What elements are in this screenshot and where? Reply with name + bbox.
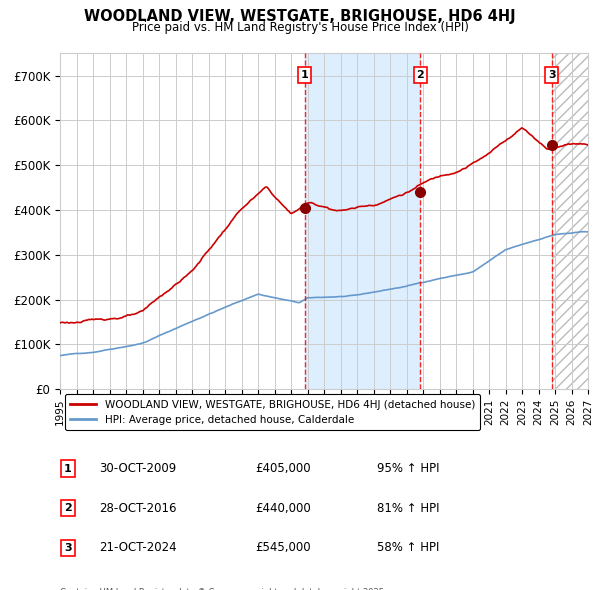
Text: 58% ↑ HPI: 58% ↑ HPI (377, 542, 439, 555)
Text: 81% ↑ HPI: 81% ↑ HPI (377, 502, 439, 514)
Text: 28-OCT-2016: 28-OCT-2016 (100, 502, 177, 514)
Legend: WOODLAND VIEW, WESTGATE, BRIGHOUSE, HD6 4HJ (detached house), HPI: Average price: WOODLAND VIEW, WESTGATE, BRIGHOUSE, HD6 … (65, 394, 481, 430)
Text: 1: 1 (64, 464, 72, 474)
Text: 3: 3 (64, 543, 72, 553)
Text: 2: 2 (64, 503, 72, 513)
Text: 30-OCT-2009: 30-OCT-2009 (100, 462, 177, 475)
Text: 2: 2 (416, 70, 424, 80)
Text: Price paid vs. HM Land Registry's House Price Index (HPI): Price paid vs. HM Land Registry's House … (131, 21, 469, 34)
Text: WOODLAND VIEW, WESTGATE, BRIGHOUSE, HD6 4HJ: WOODLAND VIEW, WESTGATE, BRIGHOUSE, HD6 … (84, 9, 516, 24)
Text: 95% ↑ HPI: 95% ↑ HPI (377, 462, 439, 475)
Bar (305, 53, 420, 389)
Text: 3: 3 (548, 70, 556, 80)
Text: £440,000: £440,000 (256, 502, 311, 514)
Text: Contains HM Land Registry data © Crown copyright and database right 2025.
This d: Contains HM Land Registry data © Crown c… (60, 588, 386, 590)
Text: £405,000: £405,000 (256, 462, 311, 475)
Text: 1: 1 (301, 70, 308, 80)
Text: 21-OCT-2024: 21-OCT-2024 (100, 542, 177, 555)
Bar (552, 53, 588, 389)
Text: £545,000: £545,000 (256, 542, 311, 555)
Bar (552, 53, 588, 389)
